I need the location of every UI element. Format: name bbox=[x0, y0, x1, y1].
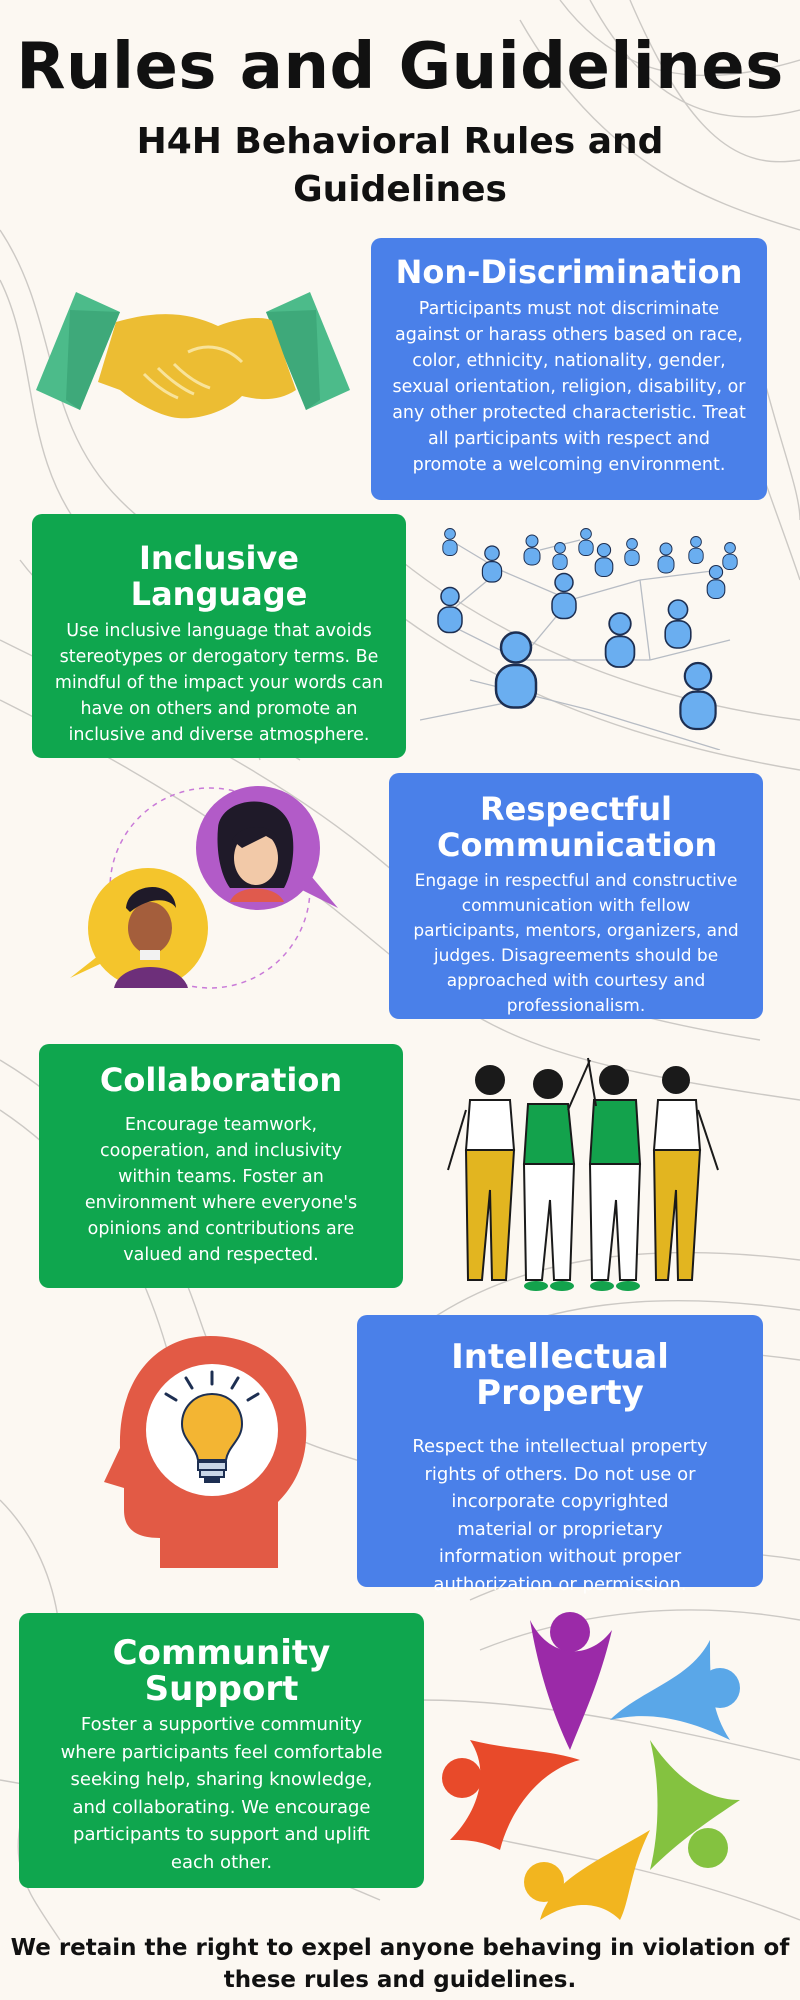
section-card-respectful-communication: Respectful Communication Engage in respe… bbox=[389, 773, 763, 1019]
section-heading: Respectful Communication bbox=[437, 790, 718, 864]
section-body: Engage in respectful and constructive co… bbox=[413, 871, 739, 1016]
people-network-icon bbox=[420, 528, 738, 750]
section-card-intellectual-property: Intellectual Property Respect the intell… bbox=[357, 1315, 763, 1595]
page-title: Rules and Guidelines bbox=[16, 30, 784, 104]
section-body: Encourage teamwork, cooperation, and inc… bbox=[84, 1115, 358, 1265]
section-card-collaboration: Collaboration Encourage teamwork, cooper… bbox=[39, 1044, 403, 1288]
section-body: Use inclusive language that avoids stere… bbox=[54, 621, 384, 745]
section-card-inclusive-language: Inclusive Language Use inclusive languag… bbox=[32, 514, 406, 758]
section-card-community-support: Community Support Foster a supportive co… bbox=[19, 1613, 424, 1888]
section-heading: Intellectual Property bbox=[451, 1337, 669, 1413]
section-body: Foster a supportive community where part… bbox=[60, 1714, 383, 1873]
footer-disclaimer: We retain the right to expel anyone beha… bbox=[10, 1935, 790, 1993]
section-heading: Inclusive Language bbox=[130, 539, 308, 613]
page-subtitle: H4H Behavioral Rules and Guidelines bbox=[136, 121, 664, 210]
handshake-icon bbox=[36, 292, 350, 419]
section-body: Participants must not discriminate again… bbox=[392, 299, 746, 475]
section-heading: Collaboration bbox=[99, 1061, 343, 1099]
section-heading: Community Support bbox=[112, 1633, 331, 1709]
head-lightbulb-icon bbox=[104, 1336, 307, 1568]
section-heading: Non-Discrimination bbox=[395, 253, 743, 291]
community-circle-icon bbox=[442, 1612, 740, 1920]
section-body: Respect the intellectual property rights… bbox=[412, 1436, 708, 1595]
conversation-avatars-icon bbox=[70, 786, 338, 989]
team-high-five-icon bbox=[447, 1057, 719, 1291]
section-card-non-discrimination: Non-Discrimination Participants must not… bbox=[371, 238, 767, 500]
